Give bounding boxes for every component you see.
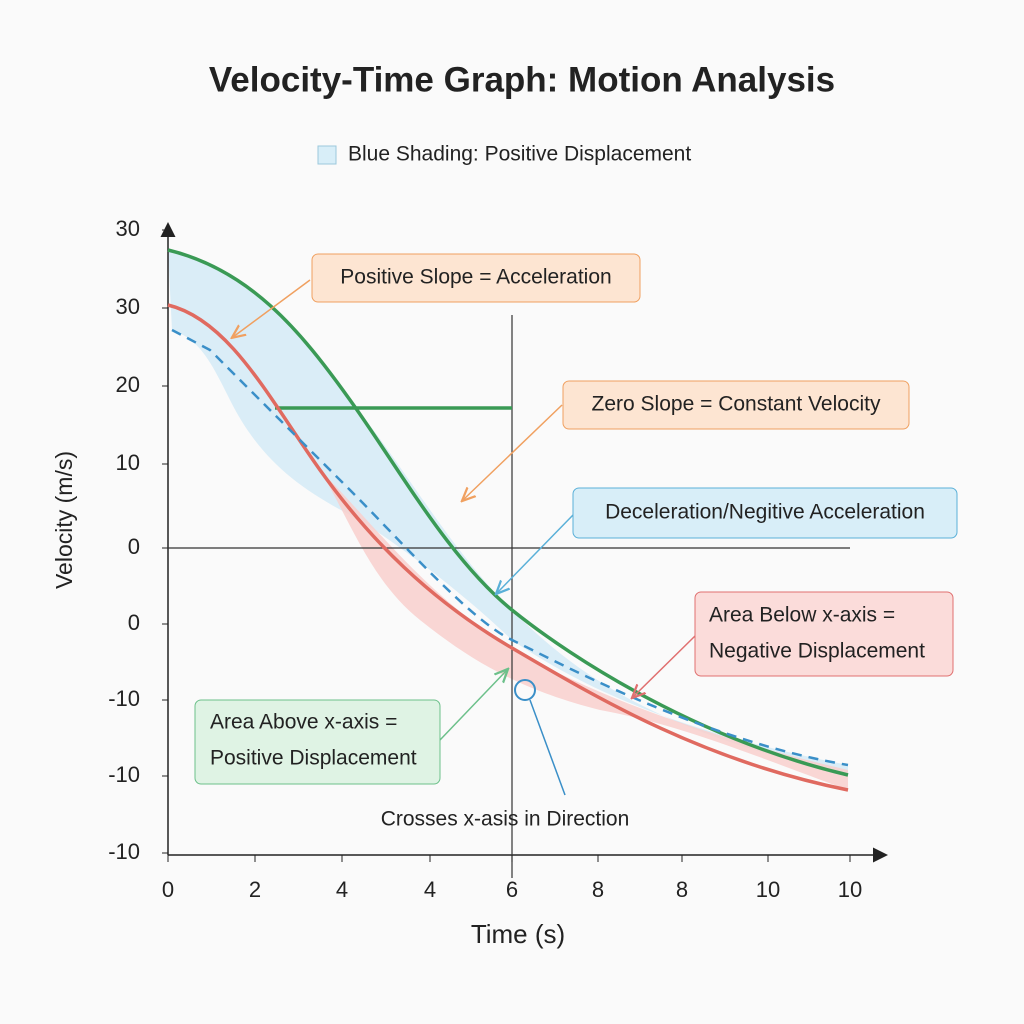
annotation: Crosses x-asis in Direction [381,808,630,831]
annotation-box [194,699,441,785]
chart-title: Velocity-Time Graph: Motion Analysis [209,60,835,99]
y-tick-label: 30 [116,216,140,241]
annotation: Positive Displacement [210,747,417,770]
annotation: Positive Slope = Acceleration [340,266,611,289]
dashed-curve [171,328,849,767]
x-axis-label: Time (s) [471,919,565,949]
legend-label: Blue Shading: Positive Displacement [348,143,691,166]
y-tick-label: 20 [116,372,140,397]
annotation: Negative Displacement [709,640,925,663]
legend-swatch [317,145,337,165]
x-tick-label: 8 [676,877,688,902]
x-tick-label: 2 [249,877,261,902]
annotation-box [694,591,954,677]
x-tick-label: 10 [838,877,862,902]
x-tick-label: 4 [424,877,436,902]
x-tick-label: 10 [756,877,780,902]
y-tick-label: -10 [108,686,140,711]
y-tick-label: 0 [128,534,140,559]
y-tick-label: 10 [116,450,140,475]
arrow [233,279,311,337]
y-tick-label: 30 [116,294,140,319]
red-curve [167,303,849,792]
y-axis-label: Velocity (m/s) [51,451,77,589]
arrow [633,635,696,697]
arrow [463,404,563,500]
x-tick-label: 8 [592,877,604,902]
green-curve [167,248,849,777]
y-tick-label: -10 [108,839,140,864]
crossing-marker [514,679,536,701]
annotation: Zero Slope = Constant Velocity [592,393,881,416]
y-tick-label: 0 [128,610,140,635]
positive-shading [168,250,848,775]
x-tick-label: 0 [162,877,174,902]
x-tick-label: 6 [506,877,518,902]
annotation: Deceleration/Negitive Acceleration [605,501,925,524]
annotation-box [562,380,910,430]
arrow [439,670,507,741]
arrow [497,514,574,593]
x-tick-label: 4 [336,877,348,902]
negative-shading [320,470,848,790]
annotation-box [311,253,641,303]
arrow [529,699,566,796]
annotation-box [572,487,958,539]
annotation: Area Below x-axis = [709,604,895,627]
annotation: Area Above x-axis = [210,711,397,734]
y-tick-label: -10 [108,762,140,787]
